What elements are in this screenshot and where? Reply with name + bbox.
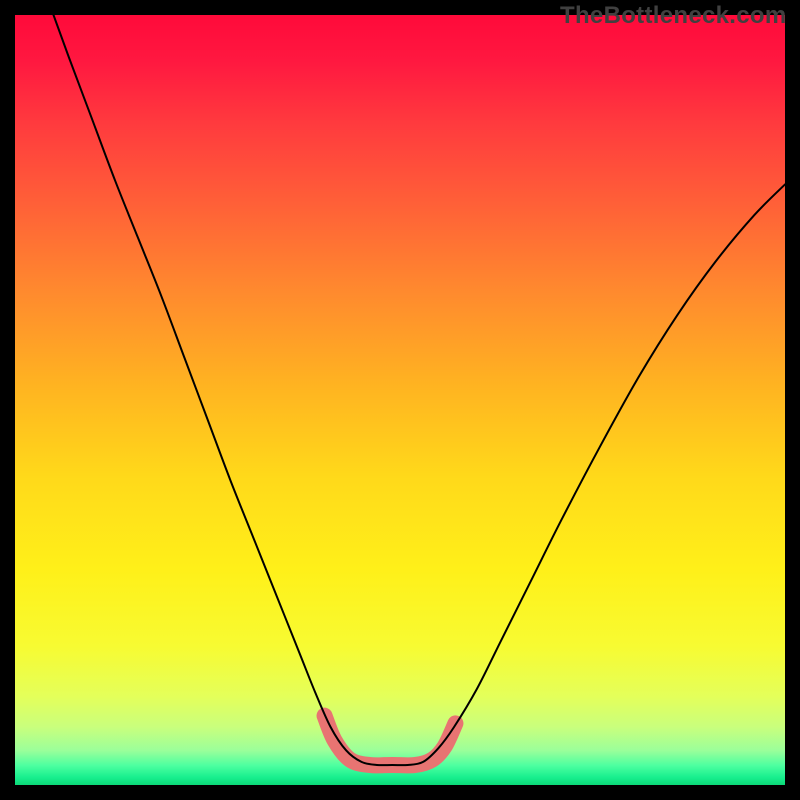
plot-area: [15, 15, 785, 785]
chart-frame: TheBottleneck.com: [0, 0, 800, 800]
watermark-text: TheBottleneck.com: [560, 2, 786, 30]
plot-svg: [15, 15, 785, 785]
gradient-background: [15, 15, 785, 785]
